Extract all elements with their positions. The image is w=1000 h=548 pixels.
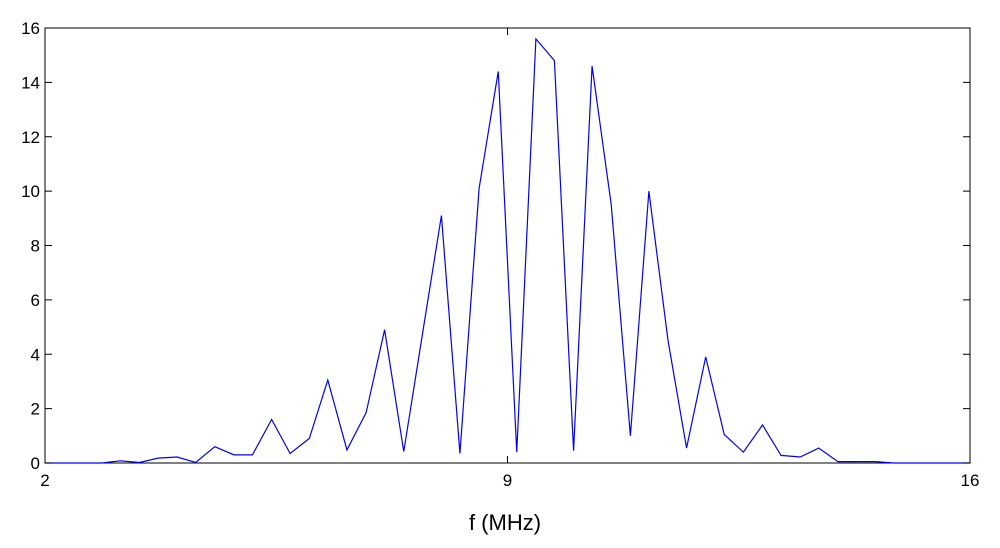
y-tick-label: 16 — [21, 19, 40, 38]
y-tick-label: 0 — [31, 454, 40, 473]
x-axis-label: f (MHz) — [469, 510, 541, 535]
series-line-0 — [45, 37, 970, 464]
axes-box — [44, 27, 971, 464]
plot-area — [44, 27, 971, 464]
x-tick-label: 16 — [961, 471, 980, 490]
y-tick-label: 4 — [31, 345, 40, 364]
y-tick-label: 14 — [21, 73, 40, 92]
y-tick-label: 2 — [31, 400, 40, 419]
y-tick-label: 6 — [31, 291, 40, 310]
axis-ticks — [44, 27, 971, 464]
x-tick-label: 2 — [40, 471, 49, 490]
y-tick-label: 8 — [31, 237, 40, 256]
y-tick-label: 10 — [21, 182, 40, 201]
y-tick-label: 12 — [21, 128, 40, 147]
x-tick-label: 9 — [503, 471, 512, 490]
